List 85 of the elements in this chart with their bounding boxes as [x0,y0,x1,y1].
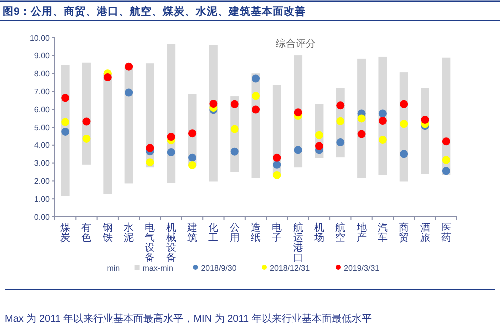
bar [209,45,218,182]
point [188,130,197,138]
x-tick-label: 地产 [356,222,367,244]
point [230,100,239,108]
x-tick-label: 机场 [313,222,324,244]
point [125,62,134,71]
point [62,118,70,126]
point [82,118,91,126]
text: min [107,264,120,273]
x-tick-label: 有色 [82,222,92,244]
point [230,125,239,134]
y-tick-label: 1.00 [34,194,51,204]
x-tick-label: 公用 [230,222,240,244]
legend-label: 2019/3/31 [344,264,380,273]
text: Max 为 2011 年以来行业基本面最高水平，MIN 为 2011 年以来行业基本面最低水平 [5,313,372,325]
x-tick-label: 化工 [208,222,219,244]
point [336,117,345,126]
point [315,131,324,140]
legend-label: max-min [142,264,174,273]
point [146,158,154,167]
x-tick-label: 水泥 [124,222,134,244]
point [62,128,70,136]
point [336,138,345,147]
point [442,156,450,164]
y-tick-label: 7.00 [34,88,51,96]
point [358,114,366,123]
point [294,146,302,154]
bar [104,74,112,194]
x-tick-label: 酒旅 [420,222,430,244]
point [273,154,282,162]
point [252,106,260,114]
y-tick-label: 5.00 [34,123,51,132]
point [167,132,176,141]
y-tick-label: 4.00 [34,141,51,150]
x-tick-label: 电子 [272,222,282,244]
bar [124,66,134,184]
point [378,136,387,144]
x-tick-label: 造纸 [251,222,261,244]
point [378,110,387,118]
point [188,154,197,162]
point [378,117,387,126]
point [104,74,112,82]
point [210,100,218,108]
point [336,102,345,110]
y-tick-label: 0.00 [34,212,51,222]
point [62,94,70,102]
x-tick-label: 电气设备 [145,222,156,264]
y-tick-label: 2.00 [34,177,51,186]
y-tick-label: 8.00 [34,70,51,79]
point [188,161,197,170]
y-tick-label: 6.00 [34,105,51,114]
legend-label: 2018/12/31 [270,264,311,273]
x-tick-label: 钢铁 [102,223,113,244]
legend-label: 2018/9/30 [201,264,238,273]
x-tick-label: 汽车 [378,222,388,244]
point [82,134,91,143]
point [400,100,408,108]
y-tick-label: 9.00 [34,52,51,61]
point [442,167,450,176]
point [167,148,176,157]
point [400,120,408,128]
x-tick-label: 航运港口 [293,222,304,264]
x-tick-label: 商贸 [399,222,410,244]
point [273,171,282,180]
point [442,138,450,146]
annotation: 综合评分 [276,38,316,50]
point [400,150,408,158]
point [358,130,366,138]
chart-title: 图9：公用、商贸、港口、航空、煤炭、水泥、建筑基本面改善 [3,5,306,18]
point [252,74,260,83]
x-tick-label: 煤炭 [60,222,71,244]
point [125,88,134,97]
y-tick-label: 3.00 [34,159,51,168]
point [294,108,302,117]
y-tick-label: 10.00 [30,34,51,43]
point [230,148,239,156]
point [146,144,154,152]
x-tick-label: 建筑 [186,222,198,244]
point [252,92,260,100]
x-tick-label: 医药 [441,223,452,244]
x-tick-label: 机械设备 [166,222,176,264]
point [315,142,324,150]
point [421,116,430,124]
x-tick-label: 航空 [336,222,346,244]
point [273,160,282,169]
